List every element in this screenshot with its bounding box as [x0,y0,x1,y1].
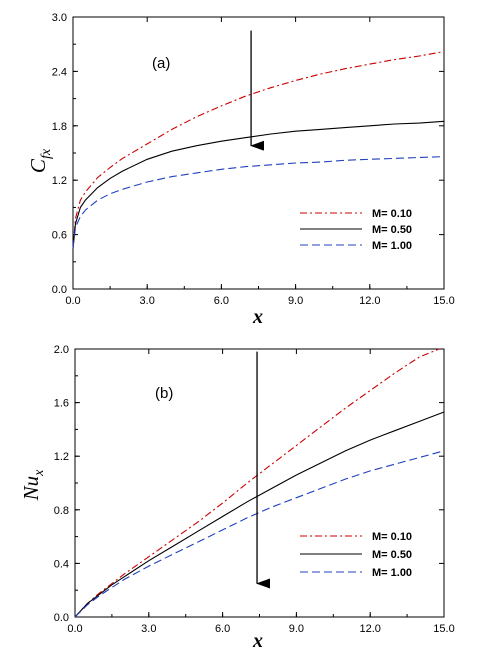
y-axis-label-sub: fx [39,148,54,159]
y-tick-label: 1.8 [52,121,67,133]
x-tick-label: 12.0 [359,623,380,635]
x-axis-label: x [252,306,263,328]
svg-text:Nux: Nux [19,469,47,502]
x-tick-label: 3.0 [141,623,156,635]
panel-label: (a) [152,55,170,72]
x-tick-label: 6.0 [214,295,229,307]
legend-entry: M= 0.10 [372,531,412,543]
legend-entry: M= 0.50 [372,224,412,236]
x-axis-label: x [252,630,263,652]
series-line [72,120,445,249]
series-line [74,411,445,618]
y-tick-label: 0.0 [52,284,67,296]
x-tick-label: 6.0 [215,623,230,635]
y-tick-label: 0.6 [52,230,67,242]
y-tick-label: 0.0 [54,612,69,624]
series-lines [74,348,445,618]
panel-label: (b) [155,385,173,402]
legend-entry: M= 0.10 [372,208,412,220]
x-tick-labels: 0.0 3.0 6.0 9.0 12.0 15.0 [65,295,454,307]
legend-entry: M= 1.00 [372,240,412,252]
x-tick-label: 3.0 [140,295,155,307]
y-tick-label: 1.2 [54,451,69,463]
svg-text:Cfx: Cfx [26,148,54,173]
y-tick-label: 2.0 [54,344,69,356]
y-tick-label: 1.6 [54,398,69,410]
x-tick-labels: 0.0 3.0 6.0 9.0 12.0 15.0 [67,623,454,635]
y-axis-label: Nux [19,469,47,502]
series-line [74,450,445,618]
panel-a-chart: 0.0 3.0 6.0 9.0 12.0 15.0 0.00.61.21.82.43.0 … [26,12,455,328]
y-axis-label-sub: x [32,469,47,477]
legend: M= 0.10 M= 0.50 M= 1.00 [300,531,412,579]
y-axis-label: Cfx [26,148,54,173]
tick-marks [72,16,445,290]
panel-b-chart: 0.0 3.0 6.0 9.0 12.0 15.0 0.00.40.81.21.62.0 … [19,344,455,652]
series-line [72,156,445,249]
y-tick-labels: 0.0 0.4 0.8 1.2 1.6 2.0 [54,344,69,624]
legend: M= 0.10 M= 0.50 M= 1.00 [300,208,412,252]
series-line [74,348,440,618]
x-tick-label: 9.0 [288,295,303,307]
x-tick-label: 15.0 [433,295,454,307]
series-lines [72,50,445,249]
y-axis-label-main: C [26,158,50,173]
legend-entry: M= 1.00 [372,567,412,579]
y-axis-label-main: Nu [19,476,43,502]
y-tick-label: 3.0 [52,12,67,24]
x-tick-label: 9.0 [289,623,304,635]
series-line [72,50,445,249]
y-tick-label: 0.4 [54,558,69,570]
legend-entry: M= 0.50 [372,549,412,561]
x-tick-label: 12.0 [359,295,380,307]
tick-marks [74,348,445,618]
x-tick-label: 15.0 [433,623,454,635]
y-tick-label: 1.2 [52,175,67,187]
x-tick-label: 0.0 [65,295,80,307]
y-tick-label: 2.4 [52,66,67,78]
x-tick-label: 0.0 [67,623,82,635]
y-tick-label: 0.8 [54,505,69,517]
y-tick-labels: 0.0 0.6 1.2 1.8 2.4 3.0 [52,12,67,296]
